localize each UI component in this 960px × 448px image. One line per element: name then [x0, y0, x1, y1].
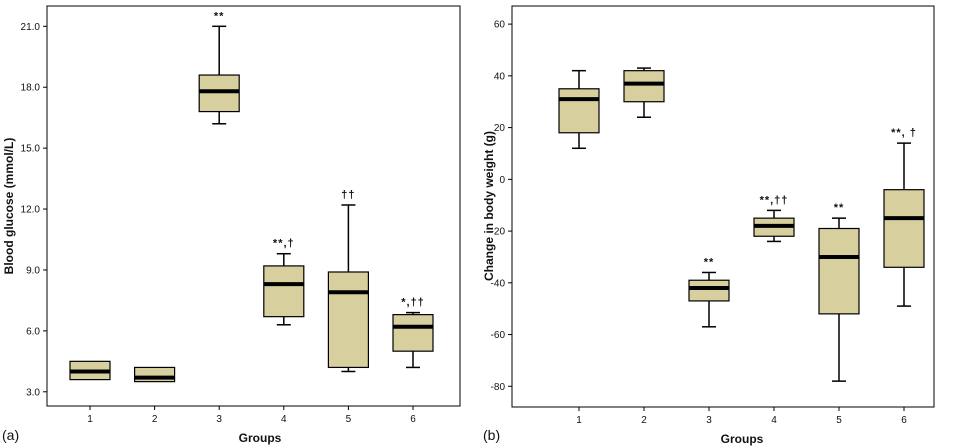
significance-annotation: **, † — [891, 127, 917, 139]
y-tick-label: -80 — [491, 382, 506, 393]
x-tick-label: 4 — [771, 415, 777, 426]
panel-b-y-axis-title: Change in body weight (g) — [482, 131, 496, 281]
box-group-6: **, † — [883, 127, 925, 307]
iqr-box — [818, 227, 860, 315]
iqr-box — [558, 88, 600, 134]
box-group-4: **,†† — [753, 194, 795, 243]
significance-annotation: ** — [214, 10, 225, 22]
panel-a-boxes: ** **,† †† *,†† — [69, 10, 434, 383]
panel-b-x-axis: 1 2 3 4 5 6 — [576, 407, 907, 426]
x-tick-label: 1 — [576, 415, 582, 426]
y-tick-label: 20 — [494, 123, 506, 134]
box-group-3: ** — [198, 10, 240, 125]
panel-a-x-axis-title: Groups — [239, 431, 282, 445]
box-group-5: ** — [818, 202, 860, 382]
panel-a-x-axis: 1 2 3 4 5 6 — [87, 406, 416, 425]
y-tick-label: -20 — [491, 227, 506, 238]
panel-b-chart: -80 -60 -40 -20 0 20 40 60 1 2 3 4 5 6 ** **,†† ** **, … — [482, 5, 935, 446]
x-tick-label: 3 — [706, 415, 712, 426]
significance-annotation: ** — [704, 256, 715, 268]
y-tick-label: 3.0 — [26, 387, 40, 398]
significance-annotation: ** — [834, 202, 845, 214]
iqr-box — [198, 74, 240, 113]
box-group-2 — [134, 366, 176, 383]
y-tick-label: -60 — [491, 330, 506, 341]
iqr-box — [688, 279, 730, 302]
iqr-box — [883, 189, 925, 268]
box-group-6: *,†† — [392, 297, 434, 369]
box-group-4: **,† — [263, 238, 305, 326]
panel-a-y-axis-title: Blood glucose (mmol/L) — [2, 138, 16, 275]
panel-b-boxes: ** **,†† ** **, † — [558, 67, 925, 382]
iqr-box — [263, 265, 305, 318]
iqr-box — [327, 271, 369, 369]
y-tick-label: 0 — [499, 175, 505, 186]
box-group-5: †† — [327, 189, 369, 373]
y-tick-label: 60 — [494, 20, 506, 31]
significance-annotation: **,† — [273, 238, 295, 250]
y-tick-label: 21.0 — [21, 22, 41, 33]
panel-b-x-axis-title: Groups — [721, 432, 764, 446]
x-tick-label: 2 — [152, 414, 158, 425]
box-group-1 — [69, 360, 111, 381]
y-tick-label: 6.0 — [26, 326, 40, 337]
y-tick-label: 9.0 — [26, 265, 40, 276]
x-tick-label: 1 — [87, 414, 93, 425]
box-group-1 — [558, 69, 600, 150]
significance-annotation: †† — [341, 189, 355, 201]
x-tick-label: 6 — [901, 415, 907, 426]
panel-b-y-axis: -80 -60 -40 -20 0 20 40 60 — [491, 20, 512, 393]
iqr-box — [623, 70, 665, 103]
y-tick-label: 18.0 — [21, 83, 41, 94]
x-tick-label: 6 — [410, 414, 416, 425]
y-tick-label: 15.0 — [21, 144, 41, 155]
iqr-box — [392, 314, 434, 352]
x-tick-label: 5 — [346, 414, 352, 425]
significance-annotation: *,†† — [401, 297, 425, 309]
x-tick-label: 2 — [641, 415, 647, 426]
panel-a-chart: 3.0 6.0 9.0 12.0 15.0 18.0 21.0 1 2 3 4 5 6 ** **,† †… — [2, 5, 461, 445]
panel-a-label: (a) — [2, 427, 19, 443]
box-group-3: ** — [688, 256, 730, 328]
x-tick-label: 3 — [216, 414, 222, 425]
panel-a-plot-frame — [46, 5, 461, 407]
y-tick-label: -40 — [491, 278, 506, 289]
panel-b-plot-frame — [511, 5, 935, 408]
panel-b-label: (b) — [483, 427, 500, 443]
y-tick-label: 40 — [494, 71, 506, 82]
x-tick-label: 4 — [281, 414, 287, 425]
box-group-2 — [623, 67, 665, 118]
panel-a-y-axis: 3.0 6.0 9.0 12.0 15.0 18.0 21.0 — [21, 22, 47, 398]
x-tick-label: 5 — [836, 415, 842, 426]
y-tick-label: 12.0 — [21, 205, 41, 216]
significance-annotation: **,†† — [760, 194, 789, 206]
